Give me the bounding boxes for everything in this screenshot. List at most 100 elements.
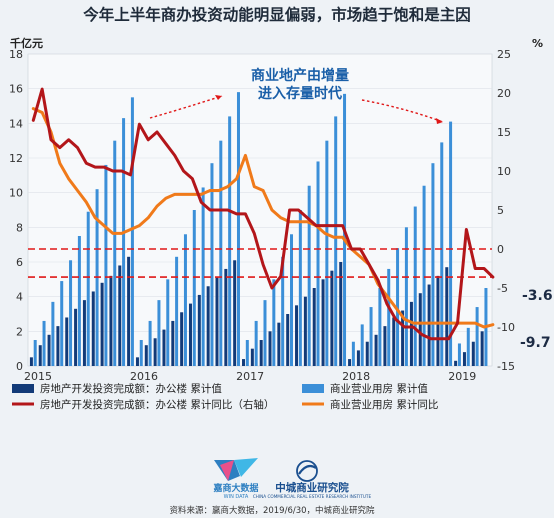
annotation-arrowhead-right [436,118,443,124]
annotation-arrow-right [361,99,444,123]
bar-commercial [77,236,81,366]
bar-commercial [307,185,311,366]
legend: 房地产开发投资完成额：办公楼 累计值 商业营业用房 累计值 房地产开发投资完成额… [12,382,438,411]
cbrc-logo-swoosh [298,464,317,475]
x-tick-label: 2019 [448,370,476,383]
cbrc-logo-ring [296,460,318,482]
legend-commercial-value: 商业营业用房 累计值 [330,382,428,395]
right-tick-label: -15 [497,360,515,373]
chart-title: 今年上半年商办投资动能明显偏弱，市场趋于饱和是主因 [83,5,471,24]
bar-office [480,331,484,366]
annotation-arrowhead-left [215,95,222,100]
bar-commercial [378,288,382,366]
bar-office [180,312,184,366]
bar-commercial [254,320,258,366]
wind-logo-cn: 嘉商大数据 [212,482,258,494]
bar-commercial [387,268,391,366]
axes: 0 2 4 6 8 10 12 14 16 18 -15 -10 -5 0 5 10 15 20 25 2015 201… [9,48,515,383]
right-tick-label: 25 [497,48,511,61]
wind-logo-shape-3 [220,460,234,481]
bar-commercial [219,140,223,366]
bar-office [215,277,219,366]
bar-commercial [69,260,73,366]
bar-commercial [175,256,179,366]
bar-commercial [440,142,444,366]
left-tick-label: 18 [9,48,23,61]
right-tick-label: 15 [497,126,511,139]
left-tick-label: 4 [16,291,23,304]
bar-office [153,338,157,366]
bar-office [321,279,325,366]
bar-commercial [42,320,46,366]
right-tick-label: -5 [497,282,508,295]
x-tick-label: 2018 [342,370,370,383]
wind-logo-shape-2 [234,458,258,477]
legend-swatch-commercial-value [302,384,324,393]
bar-commercial [60,281,64,366]
bar-commercial [51,301,55,366]
legend-office-yoy: 房地产开发投资完成额：办公楼 累计同比（右轴） [40,398,274,411]
bar-office [259,340,263,366]
bar-commercial [33,340,37,366]
bar-office [224,268,228,366]
bar-office [295,305,299,366]
bar-office [268,331,272,366]
left-tick-label: 6 [16,256,23,269]
end-label-orange: -9.7 [520,335,551,351]
bar-commercial [316,161,320,366]
bar-commercial [228,116,232,367]
bar-office [91,291,95,366]
left-tick-label: 14 [9,117,23,130]
cbrc-logo-cn: 中城商业研究院 [275,481,349,494]
line-commercial-yoy [31,107,495,329]
bar-commercial [210,163,214,366]
bar-office [135,357,139,366]
lines [31,87,495,341]
bar-office [29,357,33,366]
bar-commercial [192,210,196,366]
bar-office [454,360,458,366]
right-tick-label: 5 [497,204,504,217]
bar-office [82,300,86,366]
legend-commercial-yoy: 商业营业用房 累计同比 [330,398,438,411]
bar-office [127,256,131,366]
bar-commercial [263,300,267,366]
right-tick-label: 10 [497,165,511,178]
bar-commercial [148,320,152,366]
bar-commercial [157,300,161,366]
bar-commercial [396,248,400,366]
left-tick-label: 0 [16,360,23,373]
bar-office [100,282,104,366]
bar-office [409,301,413,366]
bar-commercial [449,121,453,366]
bar-office [471,341,475,366]
bar-commercial [245,340,249,366]
wind-logo: 嘉商大数据 WIN DATA [212,458,259,500]
left-tick-label: 8 [16,221,23,234]
bar-commercial [104,164,108,366]
bar-office [171,320,175,366]
x-tick-label: 2017 [236,370,264,383]
bar-commercial [298,210,302,366]
bar-office [401,310,405,366]
bar-commercial [113,140,117,366]
bar-office [348,359,352,366]
bar-office [418,293,422,366]
bar-office [109,275,113,366]
bar-office [312,288,316,366]
bar-office [277,322,281,366]
bar-office [286,314,290,366]
right-axis-unit: % [532,37,543,50]
wind-logo-en: WIN DATA [224,494,249,500]
bar-commercial [404,227,408,366]
bar-office [188,303,192,366]
bar-office [383,326,387,366]
bar-commercial [139,340,143,366]
bar-commercial [281,256,285,366]
bar-commercial [290,234,294,366]
bar-office [374,334,378,366]
bar-commercial [183,234,187,366]
bar-office [74,308,78,366]
bar-commercial [475,307,479,366]
